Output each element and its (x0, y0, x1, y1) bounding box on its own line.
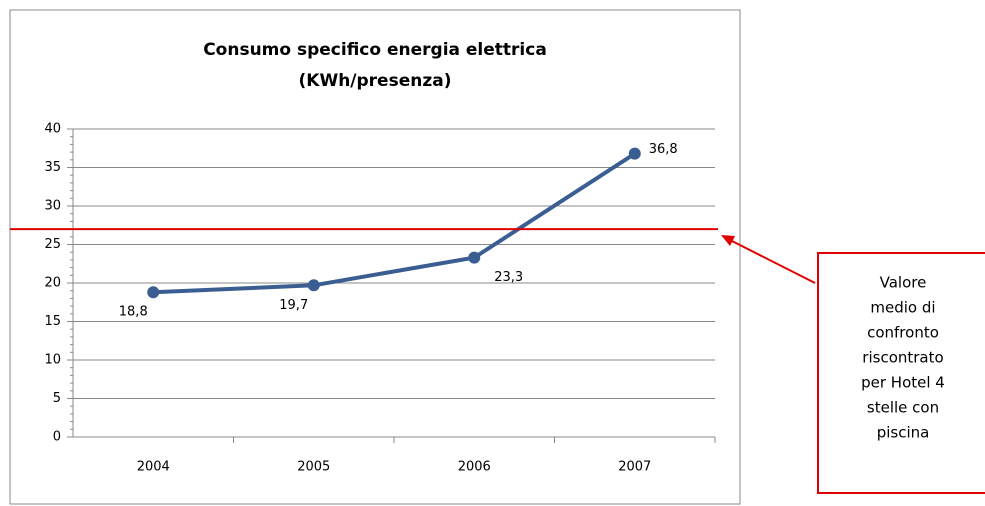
x-tick-label: 2005 (297, 460, 330, 475)
data-label: 19,7 (279, 298, 308, 313)
arrow-head (721, 235, 735, 246)
y-tick-label: 20 (44, 276, 61, 291)
data-point (147, 286, 160, 299)
x-tick-label: 2006 (458, 460, 491, 475)
annotation-box (817, 252, 985, 494)
annotation-text: Valore (880, 274, 927, 292)
data-label: 18,8 (119, 305, 148, 320)
y-tick-label: 5 (53, 391, 61, 406)
annotation-text: per Hotel 4 (861, 374, 945, 392)
chart-frame (9, 9, 741, 505)
y-tick-label: 30 (44, 199, 61, 214)
annotation-text: confronto (867, 324, 939, 342)
data-point (628, 147, 641, 160)
data-point (307, 279, 320, 292)
chart-subtitle: (KWh/presenza) (299, 71, 452, 91)
chart-title: Consumo specifico energia elettrica (203, 40, 547, 60)
y-tick-label: 25 (44, 237, 61, 252)
annotation-text: stelle con (867, 399, 939, 417)
y-tick-label: 35 (44, 160, 61, 175)
data-point (468, 251, 481, 264)
annotation-text: piscina (877, 424, 930, 442)
annotation-arrow (729, 239, 816, 284)
annotation-text: riscontrato (862, 349, 943, 367)
x-tick-label: 2007 (618, 460, 651, 475)
data-label: 36,8 (649, 142, 678, 157)
data-label: 23,3 (494, 270, 523, 285)
x-tick-label: 2004 (137, 460, 170, 475)
data-line (153, 151, 636, 295)
y-tick-label: 40 (44, 122, 61, 137)
y-tick-label: 10 (44, 353, 61, 368)
annotation-text: medio di (870, 299, 935, 317)
y-tick-label: 15 (44, 314, 61, 329)
y-tick-label: 0 (53, 430, 61, 445)
